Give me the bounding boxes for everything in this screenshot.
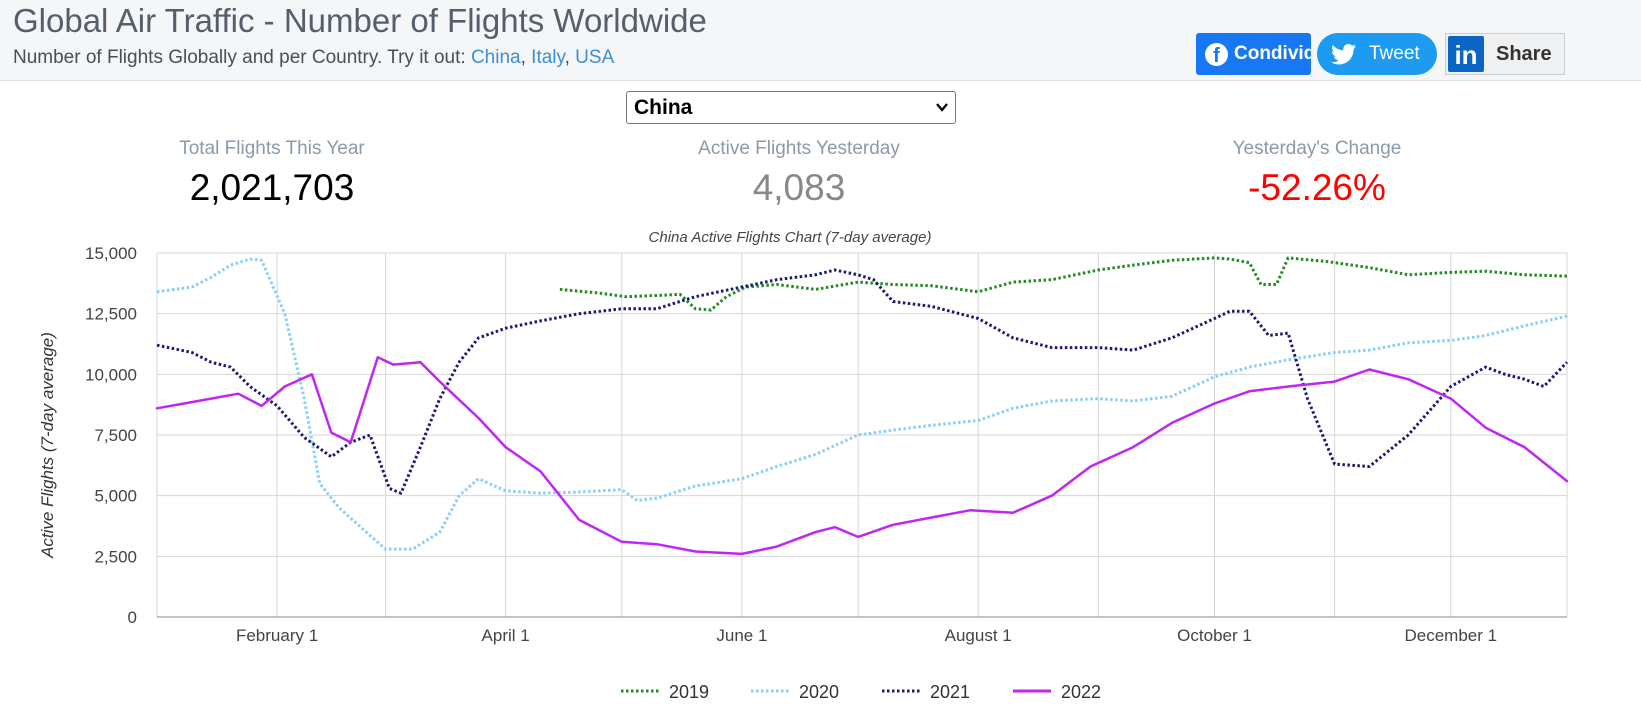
x-tick-label: April 1 [482,626,530,645]
series-line-2020 [156,257,1568,551]
linkedin-share-button[interactable]: in Share [1445,33,1565,75]
stat-label: Yesterday's Change [1232,138,1402,159]
page-subtitle: Number of Flights Globally and per Count… [13,47,614,69]
x-tick-label: February 1 [236,626,318,645]
x-axis: February 1 April 1 June 1 August 1 October 1… [236,626,1497,645]
country-select-value: China [634,96,693,119]
link-italy[interactable]: Italy [531,47,565,68]
y-tick-label: 0 [128,608,137,627]
tweet-label: Tweet [1369,43,1420,64]
chart-series [155,256,1569,556]
country-select[interactable]: China [626,91,956,124]
facebook-share-button[interactable]: f Condividi [1196,33,1311,75]
chart-title: China Active Flights Chart (7-day averag… [649,229,932,246]
active-flights-chart: China Active Flights Chart (7-day averag… [38,229,1569,702]
stat-yesterday-change: Yesterday's Change -52.26% [1117,138,1517,209]
x-tick-label: October 1 [1177,626,1252,645]
y-tick-label: 15,000 [85,244,137,263]
y-tick-label: 10,000 [85,365,137,384]
series-line-2019 [559,256,1568,312]
series-line-2021 [156,268,1569,495]
x-tick-label: December 1 [1404,626,1497,645]
chart-grid [156,252,1568,618]
y-tick-label: 7,500 [94,426,137,445]
twitter-icon [1331,44,1357,65]
stat-active-flights: Active Flights Yesterday 4,083 [599,138,999,209]
stat-value: 4,083 [752,167,846,208]
chevron-down-icon [936,103,948,112]
stat-label: Active Flights Yesterday [698,138,900,159]
y-axis: 0 2,500 5,000 7,500 10,000 12,500 15,000 [85,244,137,627]
subtitle-text: Number of Flights Globally and per Count… [13,47,466,68]
facebook-icon: f [1205,43,1228,67]
y-tick-label: 12,500 [85,305,137,324]
link-separator: , [564,47,576,68]
x-tick-label: August 1 [945,626,1012,645]
legend-label-2022: 2022 [1061,682,1101,702]
chart-legend[interactable]: 2019 2020 2021 2022 [621,682,1101,702]
legend-label-2021: 2021 [930,682,970,702]
series-line-2022 [155,356,1569,556]
stat-value: -52.26% [1248,167,1386,208]
legend-label-2019: 2019 [669,682,709,702]
stat-total-flights: Total Flights This Year 2,021,703 [72,138,472,209]
link-china[interactable]: China [470,47,521,68]
x-tick-label: June 1 [716,626,767,645]
legend-label-2020: 2020 [799,682,839,702]
y-tick-label: 5,000 [94,487,137,506]
link-usa[interactable]: USA [575,47,615,68]
facebook-share-label: Condividi [1234,43,1311,64]
stat-value: 2,021,703 [189,167,355,208]
linkedin-icon: in [1448,36,1484,72]
page-title: Global Air Traffic - Number of Flights W… [13,2,707,39]
y-tick-label: 2,500 [94,547,137,566]
tweet-button[interactable]: Tweet [1317,33,1437,75]
stat-label: Total Flights This Year [179,138,365,159]
y-axis-label: Active Flights (7-day average) [38,332,57,559]
link-separator: , [520,47,532,68]
linkedin-share-label: Share [1496,43,1552,65]
